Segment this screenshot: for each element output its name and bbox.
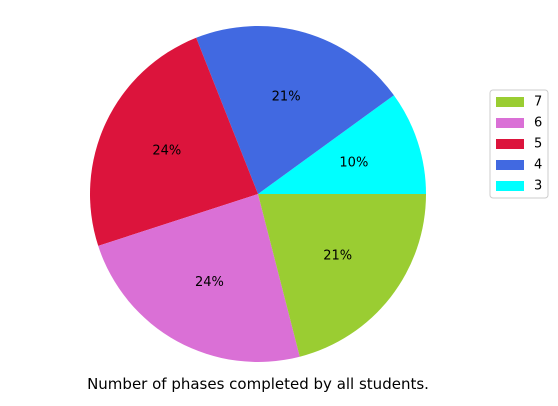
legend-label-6: 6 (534, 116, 542, 131)
legend-swatch-7 (496, 97, 524, 107)
slice-percent-label-7: 21% (323, 248, 352, 263)
slice-percent-label-5: 24% (152, 144, 181, 159)
legend: 7 6 5 4 3 (489, 89, 549, 199)
pie-slice-3 (258, 95, 426, 194)
legend-label-5: 5 (534, 137, 542, 152)
slice-percent-label-4: 21% (272, 90, 301, 105)
chart-caption: Number of phases completed by all studen… (87, 375, 429, 393)
legend-swatch-3 (496, 181, 524, 191)
pie-slices (90, 26, 426, 362)
legend-label-3: 3 (534, 179, 542, 194)
pie-slice-labels: 10% 21% 24% 24% 21% (152, 90, 368, 290)
legend-swatch-4 (496, 160, 524, 170)
slice-percent-label-3: 10% (339, 155, 368, 170)
legend-label-7: 7 (534, 95, 542, 110)
pie-slice-4 (196, 26, 394, 195)
legend-swatch-5 (496, 139, 524, 149)
slice-percent-label-6: 24% (195, 275, 224, 290)
pie-slice-6 (98, 194, 300, 362)
pie-slice-7 (258, 194, 426, 357)
legend-items: 7 6 5 4 3 (496, 95, 542, 194)
legend-swatch-6 (496, 118, 524, 128)
pie-slice-5 (90, 37, 258, 246)
legend-label-4: 4 (534, 158, 542, 173)
